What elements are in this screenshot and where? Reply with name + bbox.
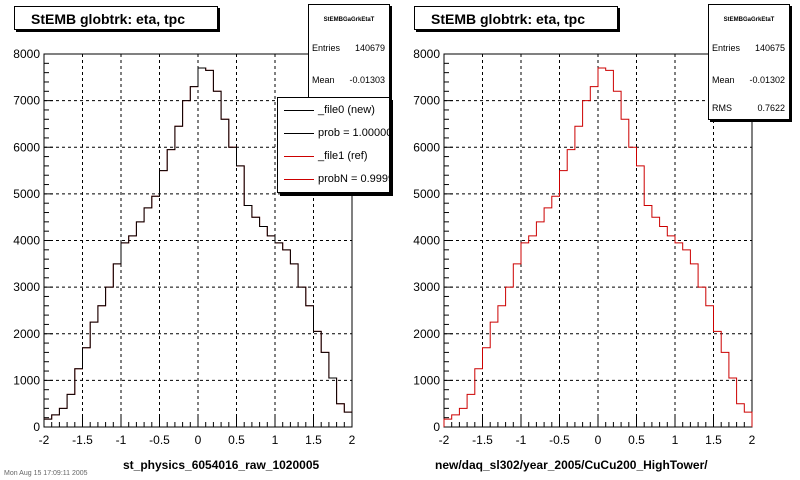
stats-row-mean: Mean -0.01303 <box>312 75 385 85</box>
y-tick-label: 6000 <box>413 140 440 154</box>
stats-name: StEMBGaGrkEtaT <box>323 17 375 23</box>
y-tick-label: 0 <box>433 420 440 434</box>
x-tick-label: 1.5 <box>305 433 322 447</box>
y-tick-label: 7000 <box>413 94 440 108</box>
y-tick-label: 4000 <box>13 234 40 248</box>
x-tick-label: 1.5 <box>705 433 722 447</box>
x-tick-label: -1 <box>516 433 527 447</box>
legend-swatch-prob <box>284 132 314 134</box>
x-tick-label: 1 <box>272 433 279 447</box>
stats-row-mean: Mean -0.01302 <box>712 75 785 85</box>
x-axis-title-right: new/daq_sl302/year_2005/CuCu200_HighTowe… <box>435 458 708 472</box>
stats-row-entries: Entries 140679 <box>312 43 385 53</box>
x-tick-label: 1 <box>672 433 679 447</box>
y-tick-label: 6000 <box>13 140 40 154</box>
histogram-series-new <box>43 67 353 427</box>
legend-box: _file0 (new) prob = 1.000000 _file1 (ref… <box>277 97 390 193</box>
x-tick-label: 2 <box>749 433 756 447</box>
x-tick-label: 0 <box>595 433 602 447</box>
x-tick-label: 0.5 <box>628 433 645 447</box>
y-tick-label: 8000 <box>413 47 440 61</box>
x-tick-label: -2 <box>439 433 450 447</box>
legend-swatch-new <box>284 109 314 111</box>
histogram-plot-left: -2 -1.5 -1 -0.5 0 0.5 1 1.5 2 0 1000 2000 3000 4000 50… <box>13 47 356 447</box>
stats-box-right: StEMBGaGrkEtaT Entries 140675 Mean -0.01… <box>708 4 790 120</box>
x-tick-label: 2 <box>349 433 356 447</box>
hist-title-left: StEMB globtrk: eta, tpc <box>14 6 218 30</box>
stats-box-left: StEMBGaGrkEtaT Entries 140679 Mean -0.01… <box>308 4 390 100</box>
y-tick-label: 8000 <box>13 47 40 61</box>
x-tick-label: 0.5 <box>228 433 245 447</box>
x-tick-label: -1 <box>116 433 127 447</box>
hist-title-right: StEMB globtrk: eta, tpc <box>414 6 618 30</box>
legend-swatch-probn <box>284 178 314 180</box>
y-tick-label: 1000 <box>413 373 440 387</box>
x-tick-label: -0.5 <box>549 433 570 447</box>
y-tick-label: 0 <box>33 420 40 434</box>
y-tick-label: 2000 <box>13 327 40 341</box>
legend-swatch-ref <box>284 155 314 157</box>
y-tick-label: 1000 <box>13 373 40 387</box>
histogram-series-new <box>443 67 753 427</box>
x-tick-label: -1.5 <box>72 433 93 447</box>
stats-row-entries: Entries 140675 <box>712 43 785 53</box>
legend-entry-new: _file0 (new) <box>284 104 375 116</box>
x-tick-label: 0 <box>195 433 202 447</box>
legend-entry-probn: probN = 0.999976 <box>284 173 389 185</box>
x-tick-label: -1.5 <box>472 433 493 447</box>
y-tick-label: 5000 <box>13 187 40 201</box>
histogram-plot-right: -2 -1.5 -1 -0.5 0 0.5 1 1.5 2 0 1000 2000 3000 4000 50… <box>413 47 756 447</box>
x-tick-label: -2 <box>39 433 50 447</box>
y-tick-label: 3000 <box>413 280 440 294</box>
footer-timestamp: Mon Aug 15 17:09:11 2005 <box>4 470 88 477</box>
y-tick-label: 7000 <box>13 94 40 108</box>
legend-entry-prob: prob = 1.000000 <box>284 127 389 139</box>
stats-name: StEMBGaGrkEtaT <box>723 17 775 23</box>
stats-row-rms: RMS 0.7622 <box>712 103 785 113</box>
x-tick-label: -0.5 <box>149 433 170 447</box>
y-tick-label: 2000 <box>413 327 440 341</box>
y-tick-label: 3000 <box>13 280 40 294</box>
y-tick-label: 5000 <box>413 187 440 201</box>
x-axis-title-left: st_physics_6054016_raw_1020005 <box>123 458 320 472</box>
y-tick-label: 4000 <box>413 234 440 248</box>
legend-entry-ref: _file1 (ref) <box>284 150 368 162</box>
